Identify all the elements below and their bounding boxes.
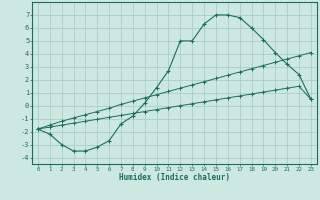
X-axis label: Humidex (Indice chaleur): Humidex (Indice chaleur) xyxy=(119,173,230,182)
